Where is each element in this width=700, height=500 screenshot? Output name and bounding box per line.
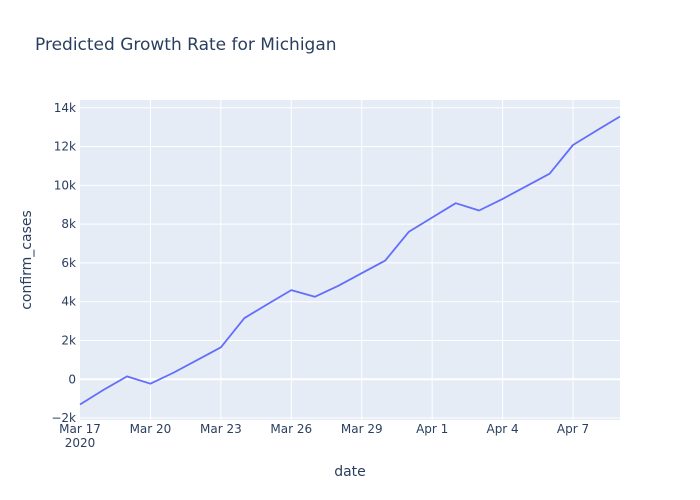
series-line: [79, 115, 621, 406]
x-tick-label: Mar 23: [200, 422, 242, 436]
x-tick-label: Apr 4: [486, 422, 518, 436]
x-tick-label: Apr 7: [557, 422, 589, 436]
y-tick-label: 2k: [61, 333, 76, 347]
y-gridlines: [80, 107, 620, 419]
y-tick-label: 0: [68, 372, 76, 386]
x-tick-label: Mar 20: [130, 422, 172, 436]
y-tick-label: 4k: [61, 295, 76, 309]
y-tick-label: −2k: [51, 411, 76, 425]
x-year-label: 2020: [65, 436, 96, 450]
y-axis-title: confirm_cases: [19, 210, 35, 310]
y-tick-label: 8k: [61, 217, 76, 231]
x-axis-title: date: [334, 464, 366, 480]
y-tick-label: 10k: [54, 178, 76, 192]
y-tick-label: 6k: [61, 256, 76, 270]
x-tick-labels: Mar 17 Mar 20 Mar 23 Mar 26 Mar 29 Apr 1 Apr 4…: [59, 422, 589, 436]
chart-title: Predicted Growth Rate for Michigan: [35, 35, 337, 55]
y-tick-label: 14k: [54, 101, 76, 115]
y-tick-label: 12k: [54, 140, 76, 154]
x-tick-label: Mar 26: [270, 422, 312, 436]
y-tick-labels: −2k 0 2k 4k 6k 8k 10k 12k 14k: [51, 101, 76, 425]
x-gridlines: [149, 100, 574, 420]
series-group: [79, 115, 621, 406]
x-tick-label: Mar 17: [59, 422, 101, 436]
plot-area: [80, 100, 620, 420]
x-tick-label: Mar 29: [341, 422, 383, 436]
x-tick-label: Apr 1: [416, 422, 448, 436]
